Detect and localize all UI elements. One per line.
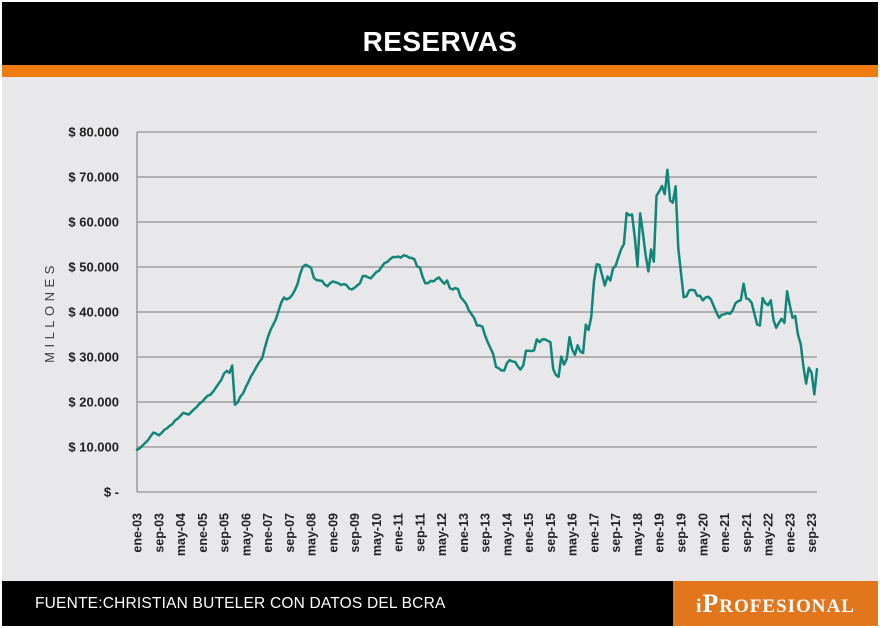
- x-axis-tick-label: sep-21: [740, 513, 754, 553]
- iprofesional-logo-block: i P ROFESIONAL: [673, 581, 878, 626]
- x-axis-tick-label: may-14: [500, 513, 514, 556]
- x-axis-tick-label: sep-13: [479, 513, 493, 553]
- y-axis-tick-label: $ -: [104, 485, 119, 500]
- x-axis-tick-label: sep-09: [348, 513, 362, 553]
- logo-letter-p: P: [702, 588, 720, 618]
- x-axis-tick-label: sep-15: [544, 513, 558, 553]
- reserves-series-line: [135, 168, 819, 451]
- page-title: RESERVAS: [362, 26, 518, 57]
- x-axis-tick-label: may-10: [370, 513, 384, 556]
- x-axis-tick-label: may-20: [696, 513, 710, 556]
- x-axis-tick-label: ene-21: [718, 513, 732, 553]
- x-axis-tick-label: ene-23: [783, 513, 797, 553]
- header-bar: RESERVAS: [2, 2, 878, 65]
- x-axis-tick-label: ene-19: [653, 513, 667, 553]
- x-axis-tick-label: ene-17: [587, 513, 601, 553]
- x-axis-tick-label: ene-15: [522, 513, 536, 553]
- logo-letter-i: i: [696, 595, 703, 617]
- logo-letters-rest: ROFESIONAL: [719, 595, 855, 617]
- footer-bar: FUENTE:CHRISTIAN BUTELER CON DATOS DEL B…: [2, 581, 878, 626]
- y-axis-title: MILLONES: [42, 261, 57, 363]
- x-axis-tick-label: may-08: [305, 513, 319, 556]
- y-axis-tick-label: $ 80.000: [68, 125, 119, 140]
- y-axis-tick-label: $ 50.000: [68, 260, 119, 275]
- x-axis-tick-label: may-12: [435, 513, 449, 556]
- accent-stripe: [2, 65, 878, 77]
- x-axis-tick-label: sep-19: [675, 513, 689, 553]
- x-axis-tick-label: sep-05: [218, 513, 232, 553]
- y-axis-tick-label: $ 20.000: [68, 395, 119, 410]
- x-axis-tick-label: may-16: [566, 513, 580, 556]
- x-axis-tick-label: ene-13: [457, 513, 471, 553]
- x-axis-tick-label: ene-07: [261, 513, 275, 553]
- x-axis-tick-label: may-06: [239, 513, 253, 556]
- x-axis-tick-label: may-04: [174, 513, 188, 556]
- reserves-line-chart: $ 80.000 $ 70.000 $ 60.000 $ 50.000 $ 40.000…: [42, 125, 819, 557]
- x-axis-tick-label: sep-23: [805, 513, 819, 553]
- x-axis-tick-label: sep-03: [152, 513, 166, 553]
- x-axis-tick-label: ene-05: [196, 513, 210, 553]
- x-axis-tick-label: may-22: [762, 513, 776, 556]
- source-credit: FUENTE:CHRISTIAN BUTELER CON DATOS DEL B…: [35, 594, 446, 612]
- x-axis-tick-label: sep-17: [609, 513, 623, 553]
- y-axis-tick-label: $ 10.000: [68, 440, 119, 455]
- y-axis-tick-label: $ 40.000: [68, 305, 119, 320]
- y-axis-tick-label: $ 60.000: [68, 215, 119, 230]
- x-axis-tick-label: sep-11: [413, 513, 427, 552]
- y-axis-tick-label: $ 70.000: [68, 170, 119, 185]
- y-axis-tick-label: $ 30.000: [68, 350, 119, 365]
- x-axis-tick-label: may-18: [631, 513, 645, 556]
- x-axis-tick-label: ene-11: [392, 513, 406, 552]
- iprofesional-logo: i P ROFESIONAL: [696, 588, 855, 618]
- x-axis-tick-label: sep-07: [283, 513, 297, 553]
- x-axis-tick-label: ene-09: [326, 513, 340, 553]
- x-axis-tick-label: ene-03: [131, 513, 145, 553]
- chart-panel: $ 80.000 $ 70.000 $ 60.000 $ 50.000 $ 40.000…: [2, 77, 878, 581]
